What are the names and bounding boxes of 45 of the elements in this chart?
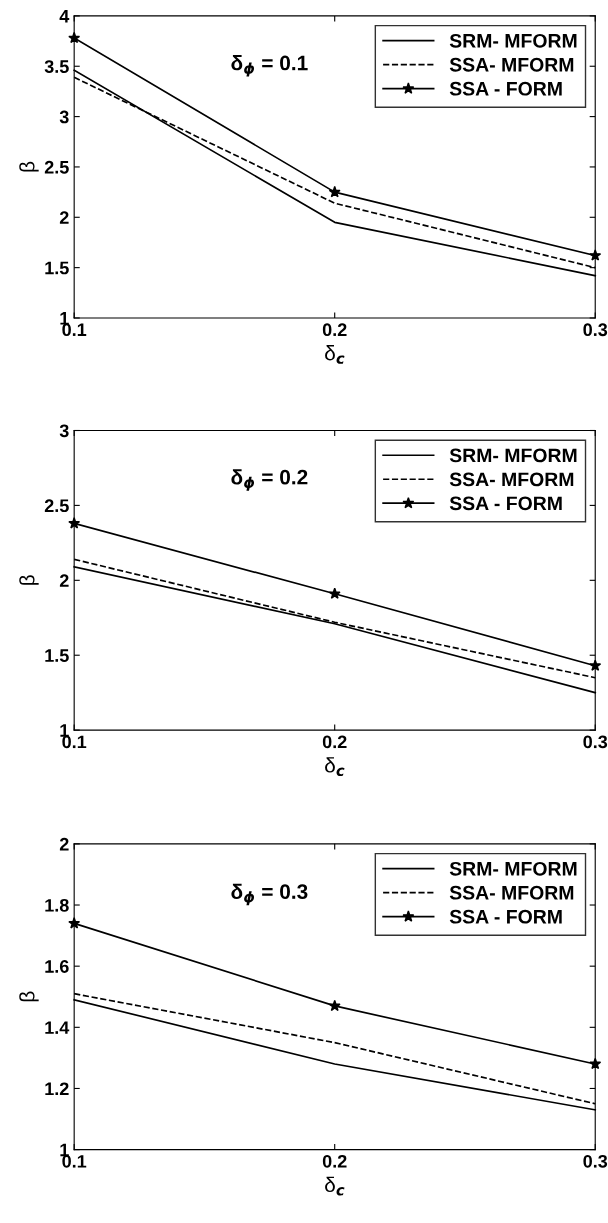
legend-label: SRM- MFORM	[449, 448, 577, 463]
point	[328, 587, 341, 599]
y-tick-label: 1.5	[45, 261, 69, 275]
y-tick-label: 1.6	[45, 960, 69, 973]
y-tick-label: 3	[59, 424, 69, 438]
legend-label: SSA - FORM	[449, 81, 562, 96]
y-tick-label: 1.4	[45, 1021, 70, 1034]
y-tick-label: 1	[60, 1143, 69, 1157]
legend-label: SSA - FORM	[449, 496, 562, 511]
x-tick-label: 0.3	[583, 735, 608, 749]
x-axis-title: δ$_{c}$	[325, 345, 345, 364]
y-axis-title: β	[19, 575, 39, 585]
legend-label: SSA - FORM	[449, 909, 562, 924]
y-tick-label: 2	[59, 211, 69, 224]
x-axis-title: δ$_{c}$	[325, 757, 345, 776]
x-tick-label: 0.2	[322, 1154, 347, 1168]
x-tick-label: 0.2	[322, 735, 347, 749]
y-tick-label: 1.2	[45, 1082, 69, 1096]
y-tick-label: 1.5	[45, 649, 69, 662]
y-tick-label: 4	[59, 10, 70, 23]
point	[328, 185, 341, 198]
y-tick-label: 3	[59, 110, 69, 124]
y-tick-label: 2.5	[44, 160, 69, 174]
legend-label: SSA- MFORM	[449, 57, 574, 72]
x-tick-label: 0.3	[583, 323, 608, 337]
y-axis-title: β	[19, 161, 39, 172]
y-axis-title: β	[19, 991, 39, 1002]
annotation: δ$_{ϕ}$ = 0.1	[231, 55, 308, 77]
legend-label: SSA- MFORM	[449, 472, 574, 487]
x-tick-label: 0.2	[322, 323, 347, 337]
annotation: δ$_{ϕ}$ = 0.3	[231, 883, 308, 906]
y-tick-label: 2	[59, 837, 69, 851]
y-tick-label: 2.5	[44, 499, 69, 513]
y-tick-label: 2	[59, 574, 69, 587]
legend-label: SRM- MFORM	[449, 33, 577, 48]
x-tick-label: 0.1	[62, 1154, 87, 1168]
legend-label: SRM- MFORM	[449, 861, 577, 876]
y-tick-label: 3.5	[44, 60, 69, 73]
x-axis-title: δ$_{c}$	[325, 1176, 345, 1196]
x-tick-label: 0.1	[62, 735, 87, 749]
x-tick-label: 0.1	[62, 323, 87, 337]
annotation: δ$_{ϕ}$ = 0.2	[231, 469, 308, 491]
legend-label: SSA- MFORM	[449, 885, 574, 900]
y-tick-label: 1.8	[45, 898, 69, 912]
x-tick-label: 0.3	[583, 1154, 608, 1168]
